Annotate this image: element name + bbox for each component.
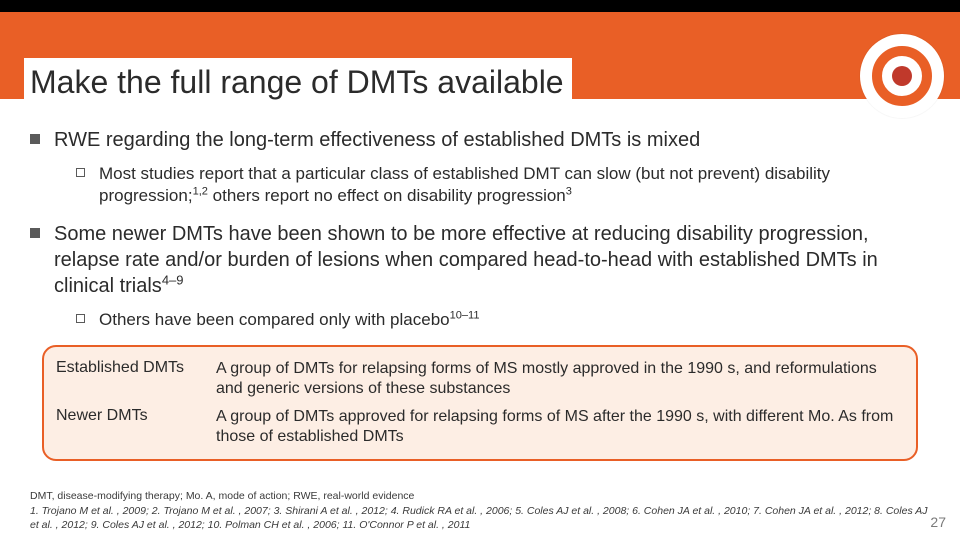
footer-references-text: 1. Trojano M et al. , 2009; 2. Trojano M…	[30, 505, 927, 531]
square-bullet-icon	[30, 134, 40, 144]
definition-term: Newer DMTs	[56, 407, 216, 447]
sub-bullet-2-part1: Others have been compared only with plac…	[99, 310, 450, 329]
sub-bullet-2-text: Others have been compared only with plac…	[99, 309, 480, 331]
footer-abbreviations: DMT, disease-modifying therapy; Mo. A, m…	[30, 489, 930, 503]
target-logo-center	[892, 66, 912, 86]
superscript-ref: 3	[566, 185, 572, 197]
square-bullet-icon	[30, 228, 40, 238]
definition-desc: A group of DMTs approved for relapsing f…	[216, 407, 904, 447]
page-number: 27	[930, 514, 946, 530]
bullet-1-text: RWE regarding the long-term effectivenes…	[54, 127, 700, 153]
title-bar: Make the full range of DMTs available	[0, 12, 960, 99]
bullet-2: Some newer DMTs have been shown to be mo…	[30, 221, 930, 299]
top-strip	[0, 0, 960, 12]
content-area: RWE regarding the long-term effectivenes…	[0, 99, 960, 461]
definition-row: Established DMTs A group of DMTs for rel…	[56, 355, 904, 403]
superscript-ref: 4–9	[162, 273, 184, 288]
sub-bullet-1-part2: others report no effect on disability pr…	[208, 186, 566, 205]
footer-references: 1. Trojano M et al. , 2009; 2. Trojano M…	[30, 504, 930, 532]
sub-bullet-2: Others have been compared only with plac…	[76, 309, 930, 331]
target-logo	[860, 34, 944, 118]
definitions-box: Established DMTs A group of DMTs for rel…	[42, 345, 918, 461]
hollow-square-icon	[76, 168, 85, 177]
footer-notes: DMT, disease-modifying therapy; Mo. A, m…	[30, 489, 930, 532]
definition-term: Established DMTs	[56, 359, 216, 399]
definition-desc: A group of DMTs for relapsing forms of M…	[216, 359, 904, 399]
target-logo-ring	[872, 46, 932, 106]
definition-row: Newer DMTs A group of DMTs approved for …	[56, 403, 904, 451]
bullet-1: RWE regarding the long-term effectivenes…	[30, 127, 930, 153]
superscript-ref: 10–11	[450, 310, 480, 322]
superscript-ref: 1,2	[193, 185, 208, 197]
bullet-2-text: Some newer DMTs have been shown to be mo…	[54, 221, 930, 299]
sub-bullet-1: Most studies report that a particular cl…	[76, 163, 930, 207]
hollow-square-icon	[76, 314, 85, 323]
slide-title: Make the full range of DMTs available	[24, 58, 572, 107]
sub-bullet-1-text: Most studies report that a particular cl…	[99, 163, 930, 207]
